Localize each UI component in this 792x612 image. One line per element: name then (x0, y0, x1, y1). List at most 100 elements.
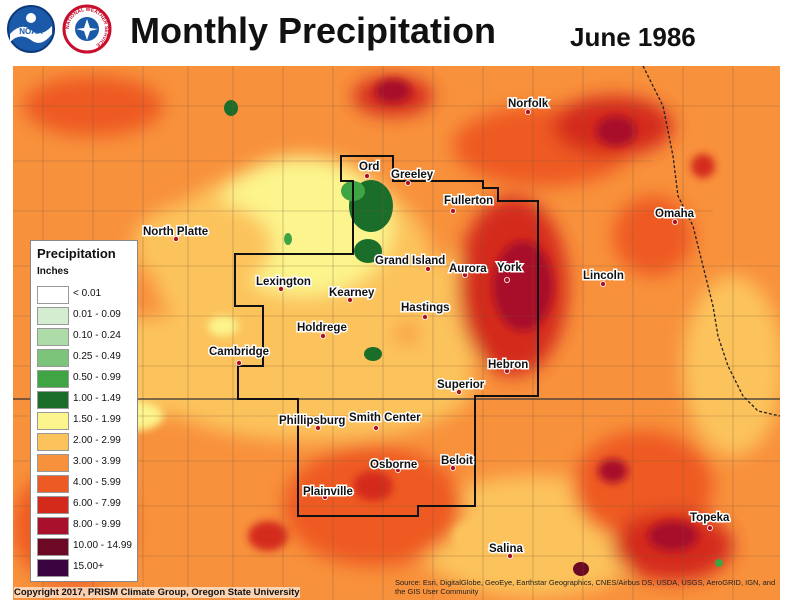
city-kearney[interactable]: Kearney (328, 286, 376, 303)
svg-text:Osborne: Osborne (370, 459, 417, 471)
city-lexington[interactable]: Lexington (255, 275, 312, 292)
city-markers: Ord Greeley Fullerton Norfolk Omaha Nort… (142, 97, 732, 559)
city-cambridge[interactable]: Cambridge (208, 345, 271, 366)
svg-text:Lincoln: Lincoln (583, 270, 624, 282)
city-north-platte[interactable]: North Platte (142, 225, 210, 242)
legend-item: 8.00 - 9.99 (35, 516, 135, 535)
svg-text:Fullerton: Fullerton (444, 195, 493, 207)
legend-label: 0.10 - 0.24 (73, 330, 121, 341)
svg-text:Aurora: Aurora (449, 263, 487, 275)
svg-text:Holdrege: Holdrege (297, 322, 347, 334)
city-hastings[interactable]: Hastings (400, 301, 451, 320)
legend-item: 10.00 - 14.99 (35, 537, 135, 556)
source-attribution: Source: Esri, DigitalGlobe, GeoEye, Eart… (395, 578, 776, 596)
legend-label: 1.00 - 1.49 (73, 393, 121, 404)
city-aurora[interactable]: Aurora (448, 262, 489, 278)
svg-text:Greeley: Greeley (391, 169, 434, 181)
svg-text:York: York (497, 262, 522, 274)
svg-text:NOAA: NOAA (19, 27, 43, 36)
svg-text:Topeka: Topeka (690, 512, 730, 524)
svg-text:Phillipsburg: Phillipsburg (279, 415, 345, 427)
legend-swatch (37, 559, 69, 577)
city-fullerton[interactable]: Fullerton (443, 194, 495, 214)
legend-swatch (37, 328, 69, 346)
legend-label: 1.50 - 1.99 (73, 414, 121, 425)
legend-swatch (37, 412, 69, 430)
legend-label: 2.00 - 2.99 (73, 435, 121, 446)
city-lincoln[interactable]: Lincoln (582, 269, 625, 287)
city-plainville[interactable]: Plainville (302, 485, 354, 500)
legend-item: 15.00+ (35, 558, 135, 577)
legend-label: 10.00 - 14.99 (73, 540, 132, 551)
header: NOAA NATIONAL WEATHER SERVICE Monthly Pr… (0, 0, 792, 66)
city-phillipsburg[interactable]: Phillipsburg (278, 414, 347, 431)
legend-swatch (37, 370, 69, 388)
city-york[interactable]: York (496, 261, 524, 283)
legend-item: 1.00 - 1.49 (35, 390, 135, 409)
noaa-logo: NOAA (7, 5, 55, 53)
legend-item: 3.00 - 3.99 (35, 453, 135, 472)
legend: Precipitation Inches < 0.01 0.01 - 0.09 0.… (30, 240, 138, 582)
svg-text:Salina: Salina (489, 543, 523, 555)
legend-item: 1.50 - 1.99 (35, 411, 135, 430)
legend-swatch (37, 517, 69, 535)
city-hebron[interactable]: Hebron (487, 358, 530, 374)
svg-text:Hastings: Hastings (401, 302, 450, 314)
legend-swatch (37, 286, 69, 304)
legend-title: Precipitation (37, 246, 116, 261)
copyright: Copyright 2017, PRISM Climate Group, Ore… (14, 587, 300, 598)
legend-item: 2.00 - 2.99 (35, 432, 135, 451)
city-norfolk[interactable]: Norfolk (507, 97, 550, 116)
legend-label: 8.00 - 9.99 (73, 519, 121, 530)
svg-text:Ord: Ord (359, 161, 379, 173)
city-grand-island[interactable]: Grand Island (374, 254, 447, 272)
svg-text:Superior: Superior (437, 379, 485, 391)
svg-text:Omaha: Omaha (655, 208, 695, 220)
svg-text:Kearney: Kearney (329, 287, 375, 299)
legend-item: 4.00 - 5.99 (35, 474, 135, 493)
legend-swatch (37, 391, 69, 409)
svg-text:Cambridge: Cambridge (209, 346, 269, 358)
legend-swatch (37, 307, 69, 325)
legend-subtitle: Inches (37, 266, 69, 277)
svg-text:Hebron: Hebron (488, 359, 528, 371)
legend-label: 0.25 - 0.49 (73, 351, 121, 362)
svg-text:Plainville: Plainville (303, 486, 353, 498)
city-greeley[interactable]: Greeley (390, 168, 435, 187)
legend-label: 3.00 - 3.99 (73, 456, 121, 467)
legend-swatch (37, 349, 69, 367)
forecast-area-outline (234, 155, 539, 517)
legend-item: < 0.01 (35, 285, 135, 304)
svg-text:Grand Island: Grand Island (375, 255, 445, 267)
legend-swatch (37, 538, 69, 556)
city-ord[interactable]: Ord (358, 160, 381, 180)
legend-item: 0.50 - 0.99 (35, 369, 135, 388)
city-omaha[interactable]: Omaha (654, 207, 696, 225)
svg-text:Smith Center: Smith Center (349, 412, 421, 424)
river-border (642, 66, 780, 417)
legend-item: 0.01 - 0.09 (35, 306, 135, 325)
city-topeka[interactable]: Topeka (689, 511, 732, 531)
legend-swatch (37, 454, 69, 472)
city-salina[interactable]: Salina (488, 542, 525, 559)
legend-label: 0.50 - 0.99 (73, 372, 121, 383)
svg-text:Beloit: Beloit (441, 455, 473, 467)
legend-label: 4.00 - 5.99 (73, 477, 121, 488)
legend-swatch (37, 496, 69, 514)
legend-label: 15.00+ (73, 561, 104, 572)
legend-swatch (37, 475, 69, 493)
map-date: June 1986 (570, 22, 696, 52)
city-osborne[interactable]: Osborne (369, 458, 419, 473)
legend-item: 0.25 - 0.49 (35, 348, 135, 367)
legend-label: 6.00 - 7.99 (73, 498, 121, 509)
legend-swatch (37, 433, 69, 451)
svg-text:Lexington: Lexington (256, 276, 311, 288)
city-holdrege[interactable]: Holdrege (296, 321, 348, 339)
precip-low-spots (224, 100, 723, 576)
nws-logo: NATIONAL WEATHER SERVICE (62, 4, 112, 54)
city-beloit[interactable]: Beloit (440, 454, 475, 471)
city-superior[interactable]: Superior (436, 378, 486, 395)
legend-label: < 0.01 (73, 288, 102, 299)
legend-label: 0.01 - 0.09 (73, 309, 121, 320)
city-smith-center[interactable]: Smith Center (348, 411, 423, 431)
